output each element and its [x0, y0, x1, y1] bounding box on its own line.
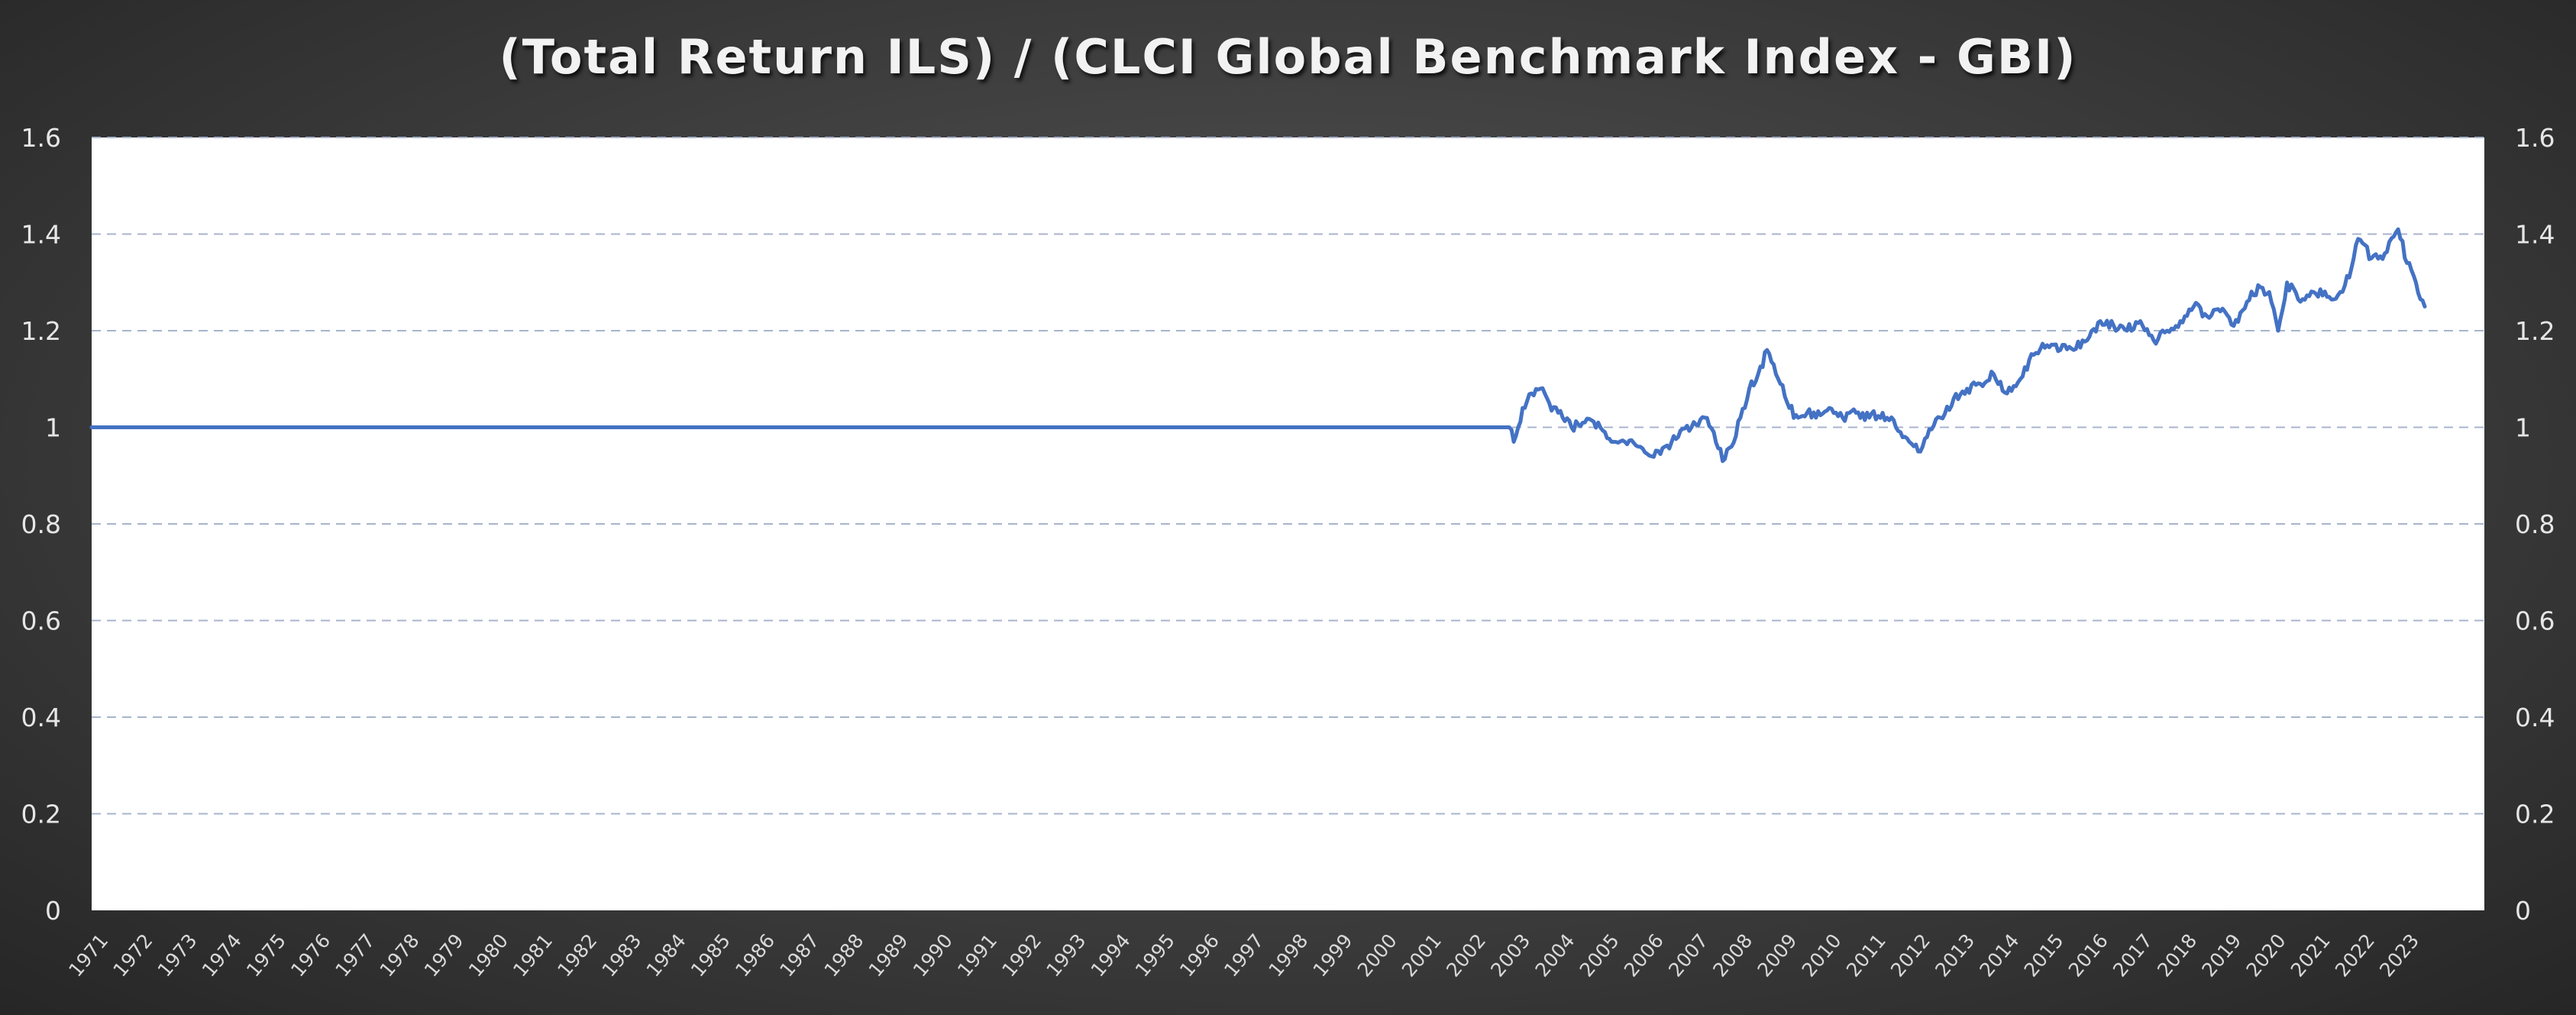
- x-tick-label: 2012: [1886, 929, 1934, 981]
- y-axis-right: 0 0.2 0.4 0.6 0.8 1 1.2 1.4 1.6: [2515, 123, 2555, 926]
- x-tick-label: 1996: [1175, 929, 1223, 981]
- x-tick-label: 1971: [64, 929, 112, 981]
- x-tick-label: 1990: [909, 929, 957, 981]
- x-tick-label: 2020: [2242, 929, 2290, 981]
- x-tick-label: 1998: [1264, 929, 1312, 981]
- x-tick-label: 1980: [464, 929, 512, 981]
- x-tick-label: 2000: [1353, 929, 1401, 981]
- x-tick-label: 1995: [1131, 929, 1179, 981]
- x-tick-label: 2011: [1842, 929, 1890, 981]
- x-tick-label: 2006: [1620, 929, 1668, 981]
- x-tick-label: 1981: [509, 929, 557, 981]
- x-tick-label: 2019: [2197, 929, 2245, 981]
- y-tick-label-right: 0.2: [2515, 800, 2555, 829]
- x-tick-label: 2016: [2064, 929, 2112, 981]
- x-tick-label: 2014: [1975, 929, 2023, 981]
- y-tick-label: 1: [45, 413, 61, 443]
- y-tick-label-right: 1.2: [2515, 316, 2555, 346]
- x-tick-label: 1979: [420, 929, 468, 981]
- y-tick-label: 0.8: [21, 509, 61, 539]
- x-tick-label: 1988: [819, 929, 868, 981]
- x-tick-label: 2013: [1931, 929, 1979, 981]
- x-tick-label: 1993: [1042, 929, 1090, 981]
- x-tick-label: 2007: [1664, 929, 1712, 981]
- y-tick-label: 0.2: [21, 800, 61, 829]
- x-axis: 1971197219731974197519761977197819791980…: [64, 929, 2423, 981]
- y-tick-label-right: 1: [2515, 413, 2531, 443]
- x-tick-label: 2002: [1442, 929, 1490, 981]
- x-tick-label: 1989: [865, 929, 913, 981]
- x-tick-label: 2017: [2109, 929, 2157, 981]
- x-tick-label: 2023: [2375, 929, 2423, 981]
- y-tick-label-right: 0.4: [2515, 703, 2555, 732]
- x-tick-label: 1975: [242, 929, 290, 981]
- y-tick-label: 1.6: [21, 123, 61, 153]
- x-tick-label: 2008: [1708, 929, 1757, 981]
- x-tick-label: 2003: [1486, 929, 1534, 981]
- x-tick-label: 1973: [154, 929, 202, 981]
- y-tick-label-right: 0.8: [2515, 509, 2555, 539]
- chart-title: (Total Return ILS) / (CLCI Global Benchm…: [499, 29, 2077, 85]
- x-tick-label: 2022: [2331, 929, 2379, 981]
- x-tick-label: 1978: [376, 929, 424, 981]
- x-tick-label: 1985: [687, 929, 735, 981]
- y-tick-label-right: 1.6: [2515, 123, 2555, 153]
- x-tick-label: 2005: [1576, 929, 1624, 981]
- y-tick-label: 0: [45, 896, 61, 926]
- x-tick-label: 1984: [642, 929, 690, 981]
- x-tick-label: 2001: [1398, 929, 1446, 981]
- y-tick-label-right: 0: [2515, 896, 2531, 926]
- x-tick-label: 1977: [331, 929, 379, 981]
- x-tick-label: 1983: [597, 929, 645, 981]
- x-tick-label: 1992: [997, 929, 1046, 981]
- x-tick-label: 1997: [1220, 929, 1268, 981]
- x-tick-label: 1991: [953, 929, 1001, 981]
- x-tick-label: 1999: [1309, 929, 1357, 981]
- y-tick-label: 1.4: [21, 220, 61, 250]
- y-axis-left: 0 0.2 0.4 0.6 0.8 1 1.2 1.4 1.6: [21, 123, 61, 926]
- x-tick-label: 1994: [1087, 929, 1135, 981]
- x-tick-label: 2004: [1530, 929, 1579, 981]
- x-tick-label: 1987: [775, 929, 823, 981]
- y-tick-label: 1.2: [21, 316, 61, 346]
- series-line: [89, 227, 2427, 464]
- y-tick-label-right: 1.4: [2515, 220, 2555, 250]
- x-tick-label: 1974: [198, 929, 246, 981]
- x-tick-label: 1972: [108, 929, 157, 981]
- x-tick-label: 2010: [1798, 929, 1846, 981]
- y-tick-label: 0.4: [21, 703, 61, 732]
- x-tick-label: 2009: [1753, 929, 1801, 981]
- y-tick-label: 0.6: [21, 606, 61, 636]
- y-tick-label-right: 0.6: [2515, 606, 2555, 636]
- x-tick-label: 1976: [286, 929, 335, 981]
- x-tick-label: 2015: [2020, 929, 2068, 981]
- x-tick-label: 1986: [731, 929, 779, 981]
- x-tick-label: 2021: [2287, 929, 2335, 981]
- x-tick-label: 2018: [2153, 929, 2201, 981]
- x-tick-label: 1982: [553, 929, 601, 981]
